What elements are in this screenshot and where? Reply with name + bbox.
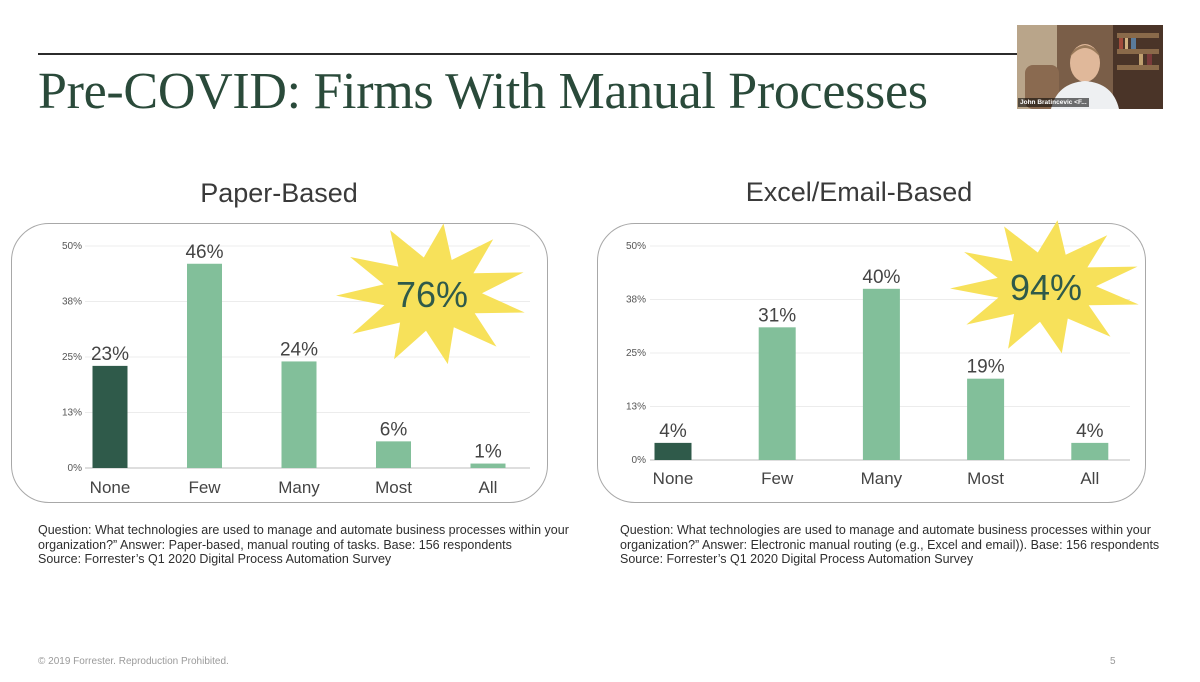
category-label: Few xyxy=(761,469,794,488)
category-label: Most xyxy=(967,469,1004,488)
callout-value: 76% xyxy=(396,274,468,315)
y-tick-label: 38% xyxy=(62,297,82,308)
data-label: 4% xyxy=(659,421,687,442)
chart-2-caption-line: Question: What technologies are used to … xyxy=(620,523,1151,537)
bar-none xyxy=(654,442,692,460)
participant-video-image xyxy=(1017,25,1163,109)
category-label: All xyxy=(1080,469,1099,488)
chart-1-caption-line: organization?” Answer: Paper-based, manu… xyxy=(38,537,512,552)
bar-all xyxy=(470,463,506,468)
starburst-callout xyxy=(950,220,1139,354)
category-label: All xyxy=(479,478,498,497)
chart-1-title: Paper-Based xyxy=(200,178,358,208)
data-label: 19% xyxy=(967,357,1005,378)
category-label: Many xyxy=(278,478,320,497)
y-tick-label: 38% xyxy=(626,295,646,306)
category-label: None xyxy=(653,469,694,488)
bar-many xyxy=(862,288,900,460)
chart-1-caption-line: Source: Forrester’s Q1 2020 Digital Proc… xyxy=(38,552,392,566)
bar-many xyxy=(281,361,317,468)
bar-most xyxy=(967,378,1005,460)
data-label: 1% xyxy=(474,442,502,463)
bar-few xyxy=(758,327,796,460)
bar-none xyxy=(92,365,128,468)
y-tick-label: 25% xyxy=(626,348,646,359)
chart-2-title: Excel/Email-Based xyxy=(745,177,973,207)
category-label: Most xyxy=(375,478,412,497)
category-label: None xyxy=(90,478,131,497)
starburst-callout xyxy=(336,223,525,365)
chart-2-plot: 0% 13% 25% 38% 50% 4% None 31% Few 40% Many 19% Most… xyxy=(626,220,1139,488)
title-rule xyxy=(38,53,1020,55)
data-label: 23% xyxy=(91,344,129,365)
y-tick-label: 50% xyxy=(626,241,646,252)
y-tick-label: 13% xyxy=(626,402,646,413)
y-tick-label: 0% xyxy=(68,463,83,474)
participant-name-label: John Bratincevic <F... xyxy=(1018,98,1089,107)
chart-2-caption-line: Source: Forrester’s Q1 2020 Digital Proc… xyxy=(620,552,974,566)
y-tick-label: 50% xyxy=(62,241,82,252)
participant-video-tile[interactable]: John Bratincevic <F... xyxy=(1017,25,1163,109)
chart-1-plot: 0% 13% 25% 38% 50% 23% None 46% Few 24% Many 6% Most… xyxy=(62,223,530,497)
chart-2-caption-line: organization?” Answer: Electronic manual… xyxy=(620,537,1160,552)
chart-1-caption: Question: What technologies are used to … xyxy=(38,523,569,567)
category-label: Few xyxy=(188,478,221,497)
bar-all xyxy=(1071,442,1109,460)
y-tick-label: 13% xyxy=(62,408,82,419)
bar-most xyxy=(376,441,411,468)
slide-title: Pre-COVID: Firms With Manual Processes xyxy=(38,63,928,120)
data-label: 24% xyxy=(280,339,318,360)
y-tick-label: 0% xyxy=(632,455,647,466)
data-label: 6% xyxy=(380,419,408,440)
copyright-footer: © 2019 Forrester. Reproduction Prohibite… xyxy=(38,656,229,667)
category-label: Many xyxy=(861,469,903,488)
data-label: 4% xyxy=(1076,421,1104,442)
data-label: 40% xyxy=(862,267,900,288)
bar-few xyxy=(187,263,222,468)
data-label: 46% xyxy=(185,242,223,263)
chart-1-caption-line: Question: What technologies are used to … xyxy=(38,523,569,537)
page-number: 5 xyxy=(1110,656,1116,667)
y-tick-label: 25% xyxy=(62,352,82,363)
callout-value: 94% xyxy=(1010,267,1082,308)
chart-2-caption: Question: What technologies are used to … xyxy=(620,523,1159,567)
data-label: 31% xyxy=(758,305,796,326)
